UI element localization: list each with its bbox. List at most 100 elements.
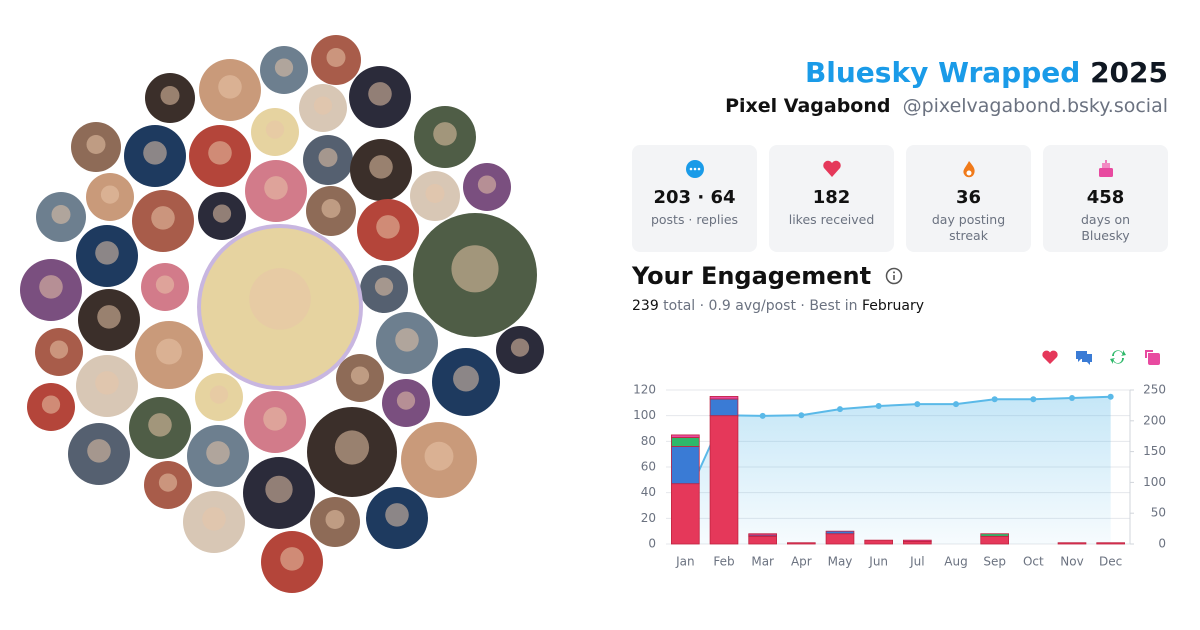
- bar: [980, 533, 1009, 537]
- x-tick-label: Sep: [983, 555, 1006, 569]
- bar: [671, 434, 700, 438]
- point: [953, 401, 959, 408]
- avatar-face: [155, 275, 175, 294]
- bar: [1096, 542, 1125, 545]
- stat-value: 182: [812, 187, 851, 208]
- avatar-face: [510, 338, 530, 357]
- avatar-face: [425, 184, 445, 203]
- y2-tick-label: 150: [1143, 444, 1166, 458]
- avatar-face: [51, 205, 71, 224]
- stat-icon: [685, 160, 704, 178]
- engagement-title: Your Engagement: [632, 262, 872, 290]
- bar: [903, 541, 932, 545]
- avatar-face: [160, 86, 180, 105]
- stat-label: days on Bluesky: [1080, 212, 1131, 243]
- legend-icon[interactable]: [1076, 351, 1092, 365]
- best-month: February: [861, 298, 925, 314]
- y-tick-label: 40: [641, 485, 656, 499]
- y2-tick-label: 50: [1151, 506, 1166, 520]
- x-tick-label: Dec: [1099, 555, 1122, 569]
- point: [759, 412, 766, 419]
- x-tick-label: Nov: [1060, 555, 1083, 569]
- bar: [748, 533, 777, 536]
- avatar-face: [156, 338, 182, 365]
- point: [991, 396, 998, 403]
- point: [721, 412, 727, 419]
- avatar-face: [143, 141, 167, 165]
- y-tick-label: 80: [641, 434, 656, 448]
- avatar-face: [395, 328, 419, 352]
- avatar-face: [206, 441, 230, 465]
- legend-icon[interactable]: [1042, 350, 1058, 364]
- point: [1030, 396, 1037, 403]
- avatar-face: [433, 122, 457, 146]
- area: [685, 396, 1111, 544]
- y-tick-label: 100: [633, 408, 656, 422]
- x-tick-label: May: [828, 555, 853, 569]
- point: [875, 403, 882, 410]
- x-tick-label: Oct: [1023, 555, 1044, 569]
- legend-icon[interactable]: [1110, 350, 1126, 364]
- title: Bluesky Wrapped 2025: [805, 56, 1168, 89]
- bar: [709, 398, 739, 417]
- bar: [825, 530, 855, 535]
- stat-icon: [822, 160, 841, 177]
- section-title: Your Engagement: [632, 262, 903, 290]
- avatar-face: [49, 340, 69, 359]
- avatar-face: [374, 277, 394, 296]
- info-icon[interactable]: [885, 267, 903, 285]
- point: [1107, 393, 1114, 400]
- avatar-face: [100, 185, 120, 204]
- x-tick-label: Jan: [675, 555, 695, 569]
- bar: [1057, 542, 1087, 545]
- handle: @pixelvagabond.bsky.social: [902, 95, 1168, 117]
- avatar-face: [424, 441, 454, 471]
- x-tick-label: Jun: [868, 555, 888, 569]
- avatar-face: [453, 365, 479, 392]
- avatar-face: [97, 305, 121, 329]
- avatar-face: [396, 391, 416, 410]
- avatar-face: [326, 48, 346, 67]
- engagement-summary: 239 total · 0.9 avg/post · Best in Febru…: [632, 298, 924, 314]
- y2-tick-label: 250: [1143, 383, 1166, 397]
- legend-shape: [1042, 350, 1058, 364]
- avatar-face: [95, 241, 119, 265]
- y-tick-label: 0: [648, 537, 656, 551]
- avatar-face: [209, 385, 229, 404]
- point: [682, 497, 689, 504]
- legend-shape: [1110, 350, 1126, 364]
- year: 2025: [1090, 56, 1168, 89]
- stat-value: 36: [955, 187, 982, 208]
- avatar-face: [212, 204, 232, 223]
- x-tick-label: Jul: [909, 555, 924, 569]
- avatar-face: [263, 407, 287, 431]
- avatar-face: [318, 148, 338, 167]
- brand: Bluesky Wrapped: [804, 56, 1081, 89]
- total: 239: [632, 298, 659, 314]
- avatar-face: [95, 371, 119, 395]
- y2-tick-label: 0: [1158, 537, 1166, 551]
- bar: [671, 446, 700, 485]
- stat-card: 182 likes received: [769, 145, 894, 252]
- stat-label: posts · replies: [650, 212, 739, 227]
- avatar-face: [334, 430, 370, 465]
- bar: [787, 542, 816, 545]
- stat-value: 458: [1086, 187, 1125, 208]
- y2-tick-label: 200: [1143, 413, 1166, 427]
- point: [1069, 395, 1075, 402]
- avatar-face: [313, 96, 333, 115]
- avatar-face: [86, 135, 106, 154]
- y-tick-label: 20: [641, 511, 656, 525]
- avatar-face: [274, 58, 294, 77]
- point: [837, 406, 843, 413]
- bar: [748, 534, 777, 537]
- avatar-face: [41, 395, 61, 414]
- x-tick-label: Aug: [944, 555, 967, 569]
- avatar-ring: [197, 224, 363, 390]
- stat-label: likes received: [788, 212, 875, 227]
- legend-icon[interactable]: [1145, 350, 1160, 365]
- display-name: Pixel Vagabond: [725, 95, 891, 117]
- stat-card: 36 day posting streak: [906, 145, 1031, 252]
- stat-icon: [962, 161, 975, 178]
